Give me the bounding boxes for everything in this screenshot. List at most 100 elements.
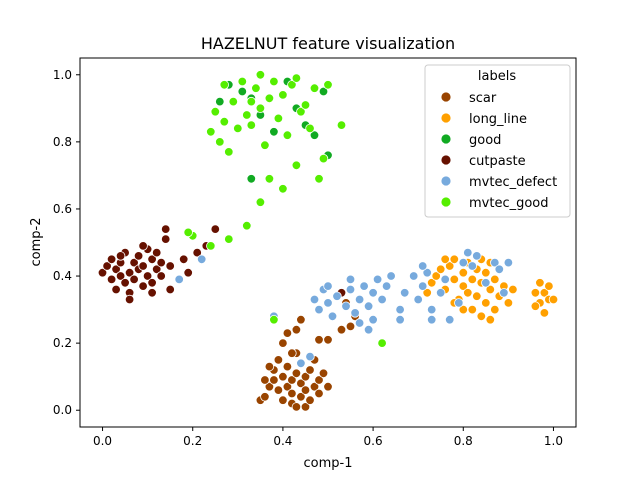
data-point (481, 268, 491, 278)
data-point (485, 284, 496, 295)
data-point (255, 197, 266, 207)
data-point (287, 80, 297, 90)
data-point (363, 325, 374, 335)
data-point (336, 325, 347, 335)
data-point (309, 294, 320, 305)
data-point (287, 348, 297, 358)
legend-item-scar: scar (440, 91, 497, 106)
data-point (287, 375, 297, 385)
data-point (377, 338, 387, 348)
data-point (165, 284, 175, 295)
y-tick-label: 0.2 (53, 336, 72, 350)
data-point (440, 274, 450, 285)
data-point (427, 315, 437, 325)
data-point (296, 392, 306, 402)
data-point (485, 315, 496, 325)
data-point (210, 224, 221, 234)
data-point (314, 375, 324, 385)
x-tick-label: 0.0 (93, 434, 112, 448)
data-point (260, 392, 270, 402)
data-point (427, 304, 437, 315)
data-point (544, 281, 554, 291)
data-point (318, 368, 329, 379)
x-tick-label: 0.8 (454, 434, 473, 448)
data-point (282, 328, 293, 338)
data-point (350, 308, 360, 318)
data-point (535, 278, 545, 288)
data-point (481, 298, 491, 308)
data-point (129, 257, 139, 268)
data-point (327, 311, 338, 322)
data-point (530, 288, 541, 298)
data-point (296, 378, 306, 389)
data-point (427, 278, 437, 288)
data-point (418, 261, 428, 271)
data-point (124, 268, 135, 278)
y-tick-label: 1.0 (53, 68, 72, 82)
data-point (228, 96, 239, 107)
data-point (196, 254, 207, 264)
data-point (106, 274, 117, 285)
data-point (499, 288, 509, 298)
data-point (291, 402, 302, 412)
data-point (192, 247, 202, 258)
x-tick-label: 0.4 (273, 434, 292, 448)
data-point (305, 395, 315, 405)
data-point (278, 338, 288, 348)
data-point (413, 294, 423, 305)
legend-label: mvtec_good (469, 196, 549, 211)
data-point (278, 90, 288, 100)
data-point (300, 100, 311, 110)
data-point (341, 301, 351, 311)
series-mvtec-defect (174, 247, 514, 369)
data-point (445, 261, 455, 271)
series-long-line (422, 254, 559, 325)
data-point (165, 261, 175, 271)
data-point (300, 402, 311, 412)
data-point (219, 116, 230, 127)
data-point (490, 304, 500, 315)
data-point (106, 254, 117, 264)
data-point (354, 318, 365, 328)
legend-title: labels (478, 69, 516, 84)
data-point (260, 140, 270, 150)
y-tick-label: 0.4 (53, 269, 72, 283)
data-point (156, 257, 166, 268)
data-point (269, 127, 279, 137)
data-point (142, 271, 153, 281)
data-point (129, 274, 139, 285)
x-axis-ticks: 0.0 0.2 0.4 0.6 0.8 1.0 (93, 427, 563, 448)
data-point (102, 261, 112, 271)
data-point (445, 315, 455, 325)
data-point (246, 120, 257, 130)
data-point (273, 113, 284, 124)
data-point (160, 234, 171, 244)
data-point (503, 257, 514, 268)
data-point (291, 325, 302, 335)
data-point (386, 271, 396, 281)
data-point (224, 147, 234, 157)
data-point (242, 110, 252, 120)
data-point (336, 120, 347, 130)
legend-marker (440, 133, 452, 145)
data-point (291, 73, 302, 83)
data-point (260, 375, 270, 385)
data-point (314, 174, 324, 184)
x-tick-label: 0.2 (183, 434, 202, 448)
data-point (345, 274, 356, 285)
data-point (296, 358, 306, 369)
data-point (314, 388, 324, 399)
data-point (138, 261, 148, 271)
data-point (422, 288, 432, 298)
data-point (467, 261, 478, 271)
legend-marker (440, 91, 452, 103)
data-point (133, 251, 144, 261)
data-point (278, 184, 288, 194)
x-tick-label: 1.0 (544, 434, 563, 448)
data-point (287, 388, 297, 399)
data-point (354, 294, 365, 305)
data-point (147, 254, 157, 264)
legend-label: scar (469, 91, 497, 106)
data-point (472, 291, 482, 301)
